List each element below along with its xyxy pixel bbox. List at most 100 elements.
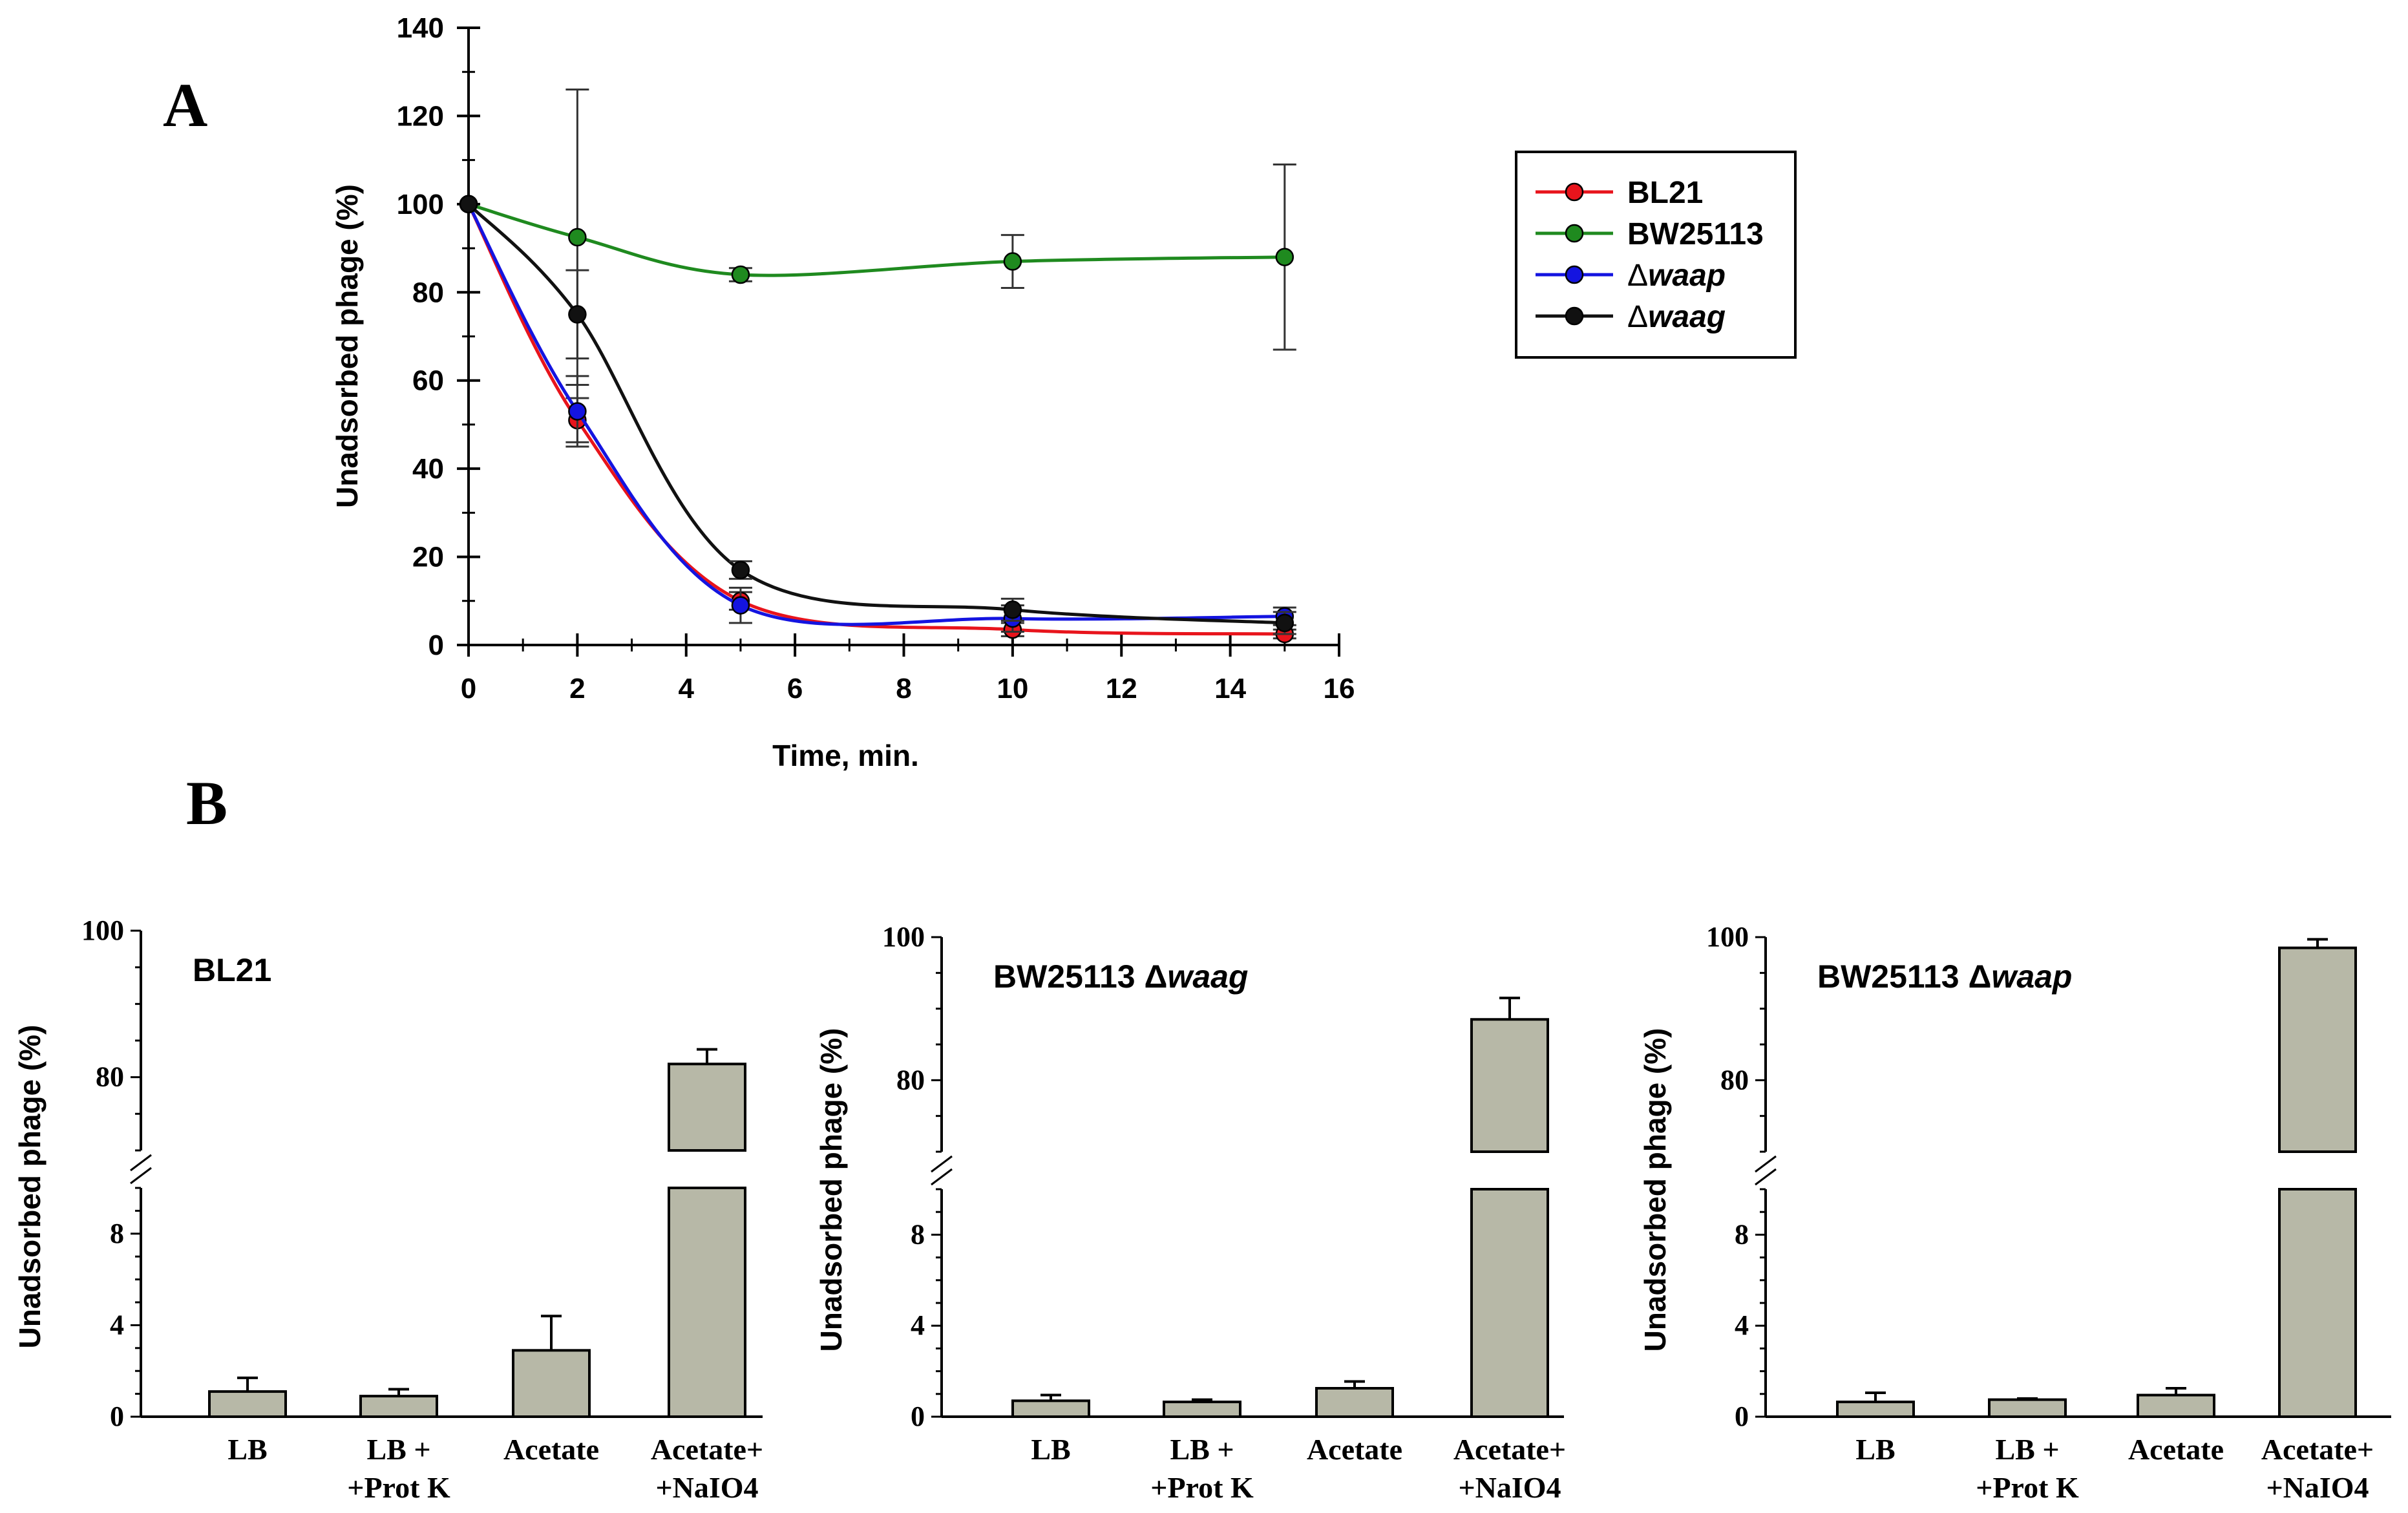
y-tick-label: 120: [397, 100, 444, 132]
category-label: LB: [1031, 1433, 1070, 1466]
panel-b-bar-chart-waap: 0 4 8 80 100 Unadsorbed phage (%) BW25113 Δwaa…: [1638, 921, 2391, 1504]
data-point: [1275, 248, 1294, 266]
x-tick-label: 2: [569, 673, 585, 704]
bar: [1011, 1399, 1090, 1419]
y-tick-label: 80: [896, 1064, 925, 1095]
y-tick-label: 0: [110, 1401, 124, 1432]
legend-label: Δwaap: [1627, 259, 1726, 293]
axis-break-mark: [1755, 1168, 1777, 1186]
bar: [1163, 1401, 1241, 1419]
y-tick-label: 4: [1735, 1309, 1749, 1341]
y-tick-label: 8: [911, 1218, 925, 1250]
panel-a-line-chart: 0 20 40 60 80 100 120 140 0 2 4 6 8 10 12 14 16 Time, min…: [330, 12, 1797, 772]
panel-b-letter: B: [186, 768, 227, 838]
category-label: Acetate+: [651, 1433, 763, 1466]
y-tick-label: 80: [96, 1061, 124, 1093]
data-point: [1275, 613, 1294, 633]
data-point: [568, 402, 587, 421]
legend-marker: [1565, 265, 1584, 284]
category-label: +NaIO4: [1458, 1471, 1561, 1504]
panel-b-bar-chart-bl21: 0 4 8 80 100 Unadsorbed phage (%) BL21 LB LB + +P…: [13, 915, 763, 1504]
legend-label: BW25113: [1627, 217, 1764, 251]
y-tick-label: 4: [911, 1309, 925, 1341]
x-tick-label: 6: [787, 673, 803, 704]
category-label: +Prot K: [1150, 1471, 1254, 1504]
category-label: LB +: [1170, 1433, 1234, 1466]
bar: [1836, 1401, 1915, 1419]
legend-label: BL21: [1627, 176, 1703, 210]
y-tick-label: 0: [911, 1401, 925, 1432]
bar: [1315, 1387, 1394, 1418]
category-label: Acetate: [2128, 1433, 2224, 1466]
category-label: +Prot K: [347, 1471, 450, 1504]
legend-marker: [1565, 306, 1584, 326]
series-line: [468, 202, 1285, 277]
bar: [668, 1063, 746, 1152]
y-tick-label: 100: [397, 189, 444, 220]
category-label: Acetate: [503, 1433, 599, 1466]
bar-lower-segment: [2278, 1188, 2357, 1418]
axis-break-mark: [1755, 1155, 1777, 1173]
x-tick-label: 14: [1214, 673, 1246, 704]
y-tick-label: 4: [110, 1309, 124, 1340]
y-tick-label: 8: [1735, 1218, 1749, 1250]
y-tick-label: 0: [1735, 1401, 1749, 1432]
bar: [512, 1349, 591, 1419]
y-tick-label: 100: [81, 915, 124, 946]
category-label: Acetate: [1307, 1433, 1402, 1466]
data-point: [568, 305, 587, 324]
category-label: +NaIO4: [655, 1471, 758, 1504]
category-label: Acetate+: [1453, 1433, 1566, 1466]
legend-box: [1515, 151, 1797, 359]
axis-break-mark: [931, 1155, 953, 1173]
legend-label: Δwaag: [1627, 300, 1726, 334]
category-label: LB +: [1995, 1433, 2059, 1466]
bar: [2278, 946, 2357, 1153]
panel-title: BW25113 Δwaap: [1817, 958, 2072, 995]
x-tick-label: 10: [997, 673, 1028, 704]
y-tick-label: 0: [428, 630, 444, 661]
y-axis-title: Unadsorbed phage (%): [814, 1028, 848, 1352]
y-axis-title: Unadsorbed phage (%): [1638, 1028, 1672, 1352]
y-tick-label: 140: [397, 12, 444, 44]
legend-marker: [1565, 224, 1584, 243]
x-tick-label: 0: [461, 673, 476, 704]
bar: [1470, 1018, 1549, 1154]
bar: [359, 1395, 438, 1418]
axis-break-mark: [130, 1154, 152, 1172]
data-point: [731, 265, 750, 284]
axis-break-mark: [931, 1168, 953, 1186]
y-tick-label: 60: [412, 365, 444, 397]
y-tick-label: 40: [412, 453, 444, 485]
bar-break-gap: [1469, 1153, 1550, 1188]
y-axis-title: Unadsorbed phage (%): [13, 1025, 47, 1349]
data-point: [459, 195, 478, 214]
bar: [208, 1390, 287, 1419]
x-tick-label: 8: [896, 673, 911, 704]
bar-break-gap: [2277, 1153, 2358, 1188]
bar-lower-segment: [668, 1187, 746, 1418]
series-line: [467, 203, 1285, 625]
x-tick-label: 16: [1324, 673, 1355, 704]
category-label: LB: [1855, 1433, 1895, 1466]
data-point: [568, 227, 587, 247]
panel-a-letter: A: [163, 70, 207, 140]
data-point: [731, 560, 750, 580]
category-label: +Prot K: [1976, 1471, 2079, 1504]
y-tick-label: 8: [110, 1218, 124, 1249]
y-tick-label: 100: [882, 921, 925, 953]
series-Δwaag: [459, 195, 1296, 635]
panel-b-bar-chart-waag: 0 4 8 80 100 Unadsorbed phage (%) BW25113 Δwaa…: [814, 921, 1566, 1504]
bar: [2137, 1393, 2215, 1419]
y-axis-title: Unadsorbed phage (%): [330, 184, 364, 508]
bar: [1988, 1398, 2067, 1419]
panel-title: BW25113 Δwaag: [993, 958, 1248, 995]
legend-marker: [1565, 182, 1584, 202]
panel-title: BL21: [193, 952, 271, 988]
x-tick-label: 4: [679, 673, 695, 704]
category-label: LB: [227, 1433, 267, 1466]
y-tick-label: 100: [1706, 921, 1749, 953]
category-label: Acetate+: [2261, 1433, 2374, 1466]
data-point: [731, 596, 750, 615]
axis-break-mark: [130, 1167, 152, 1185]
